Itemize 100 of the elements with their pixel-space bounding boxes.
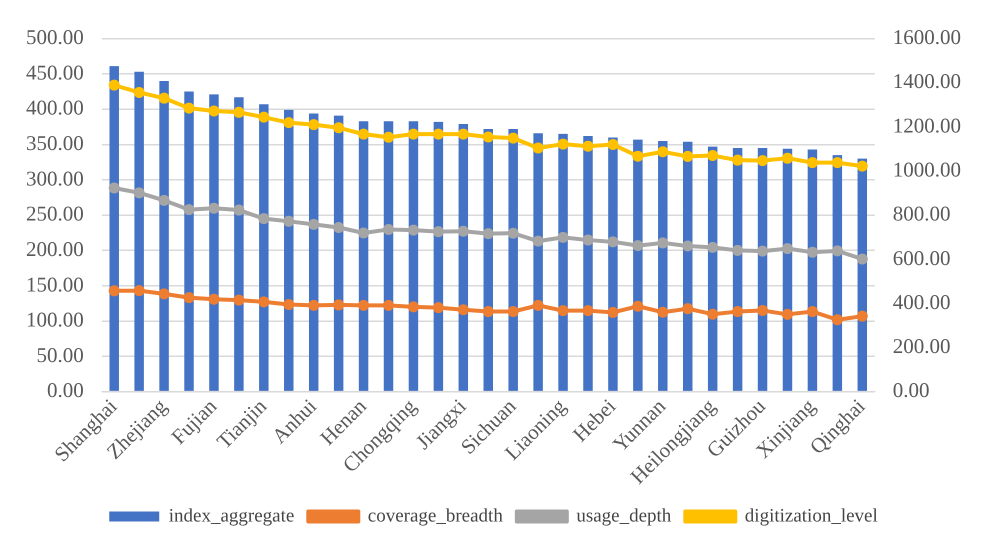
point (532, 236, 544, 247)
point (383, 224, 394, 235)
point (184, 102, 195, 114)
point (558, 138, 569, 150)
point (358, 228, 370, 238)
y2-tick-label: 1000.00 (892, 158, 961, 182)
point (657, 306, 668, 318)
point (283, 117, 294, 128)
y-tick-label: 150.00 (26, 272, 84, 296)
point (458, 128, 469, 140)
point (582, 140, 594, 152)
point (782, 243, 793, 254)
point (134, 285, 145, 296)
point (134, 86, 145, 98)
point (632, 300, 644, 312)
point (108, 80, 120, 91)
point (682, 150, 694, 162)
y-tick-label: 200.00 (26, 236, 84, 261)
y2-tick-label: 1200.00 (892, 113, 961, 138)
point (408, 128, 419, 140)
point (657, 146, 668, 158)
point (582, 234, 594, 246)
point (408, 224, 419, 236)
point (732, 244, 744, 256)
legend-label: usage_depth (576, 505, 672, 526)
point (158, 194, 170, 206)
point (532, 142, 544, 154)
bar (358, 121, 368, 391)
y-tick-label: 400.00 (26, 96, 84, 120)
point (333, 122, 344, 134)
bar (308, 113, 318, 391)
point (283, 298, 294, 310)
bar (159, 80, 169, 391)
y-tick-label: 250.00 (26, 202, 84, 226)
bar (184, 92, 194, 391)
point (208, 294, 220, 305)
point (333, 222, 344, 233)
y-tick-label: 0.00 (47, 378, 84, 402)
point (432, 226, 444, 238)
point (582, 305, 594, 316)
point (108, 182, 120, 194)
point (832, 314, 843, 326)
point (607, 306, 618, 318)
point (184, 292, 195, 304)
point (108, 285, 120, 296)
y2-tick-label: 1400.00 (892, 69, 961, 94)
bar (134, 72, 144, 391)
point (856, 160, 868, 172)
y2-tick-label: 400.00 (892, 290, 950, 314)
point (806, 157, 818, 168)
point (782, 152, 793, 164)
point (333, 299, 344, 310)
bar (434, 122, 444, 391)
point (208, 105, 220, 116)
point (258, 296, 270, 308)
bar (334, 116, 344, 391)
y2-tick-label: 800.00 (892, 202, 950, 226)
y-tick-label: 450.00 (26, 60, 84, 84)
point (832, 157, 843, 168)
point (383, 132, 394, 143)
point (806, 246, 818, 258)
point (856, 254, 868, 265)
point (408, 301, 419, 312)
point (806, 306, 818, 318)
point (383, 300, 394, 311)
point (732, 306, 744, 318)
bar (234, 97, 244, 391)
point (782, 308, 793, 320)
point (657, 237, 668, 248)
point (757, 246, 768, 257)
y2-tick-label: 200.00 (892, 334, 950, 358)
point (682, 303, 694, 314)
point (607, 236, 618, 248)
point (508, 132, 519, 144)
point (308, 218, 320, 230)
point (432, 128, 444, 140)
point (258, 213, 270, 224)
point (707, 308, 718, 320)
bar (109, 66, 119, 391)
legend-label: coverage_breadth (368, 505, 504, 526)
y-tick-label: 500.00 (26, 25, 84, 50)
point (757, 304, 768, 316)
point (682, 240, 694, 252)
point (632, 240, 644, 252)
point (184, 204, 195, 216)
point (358, 300, 370, 311)
point (308, 119, 320, 130)
y-tick-label: 300.00 (26, 166, 84, 190)
bar (209, 94, 219, 391)
point (632, 150, 644, 162)
y-tick-label: 350.00 (26, 131, 84, 156)
point (607, 139, 618, 150)
legend-label: index_aggregate (168, 505, 294, 526)
point (233, 294, 244, 306)
point (757, 155, 768, 166)
point (508, 306, 519, 318)
legend-label: digitization_level (744, 505, 878, 526)
point (732, 154, 744, 166)
y2-tick-label: 600.00 (892, 246, 950, 270)
point (482, 306, 494, 318)
